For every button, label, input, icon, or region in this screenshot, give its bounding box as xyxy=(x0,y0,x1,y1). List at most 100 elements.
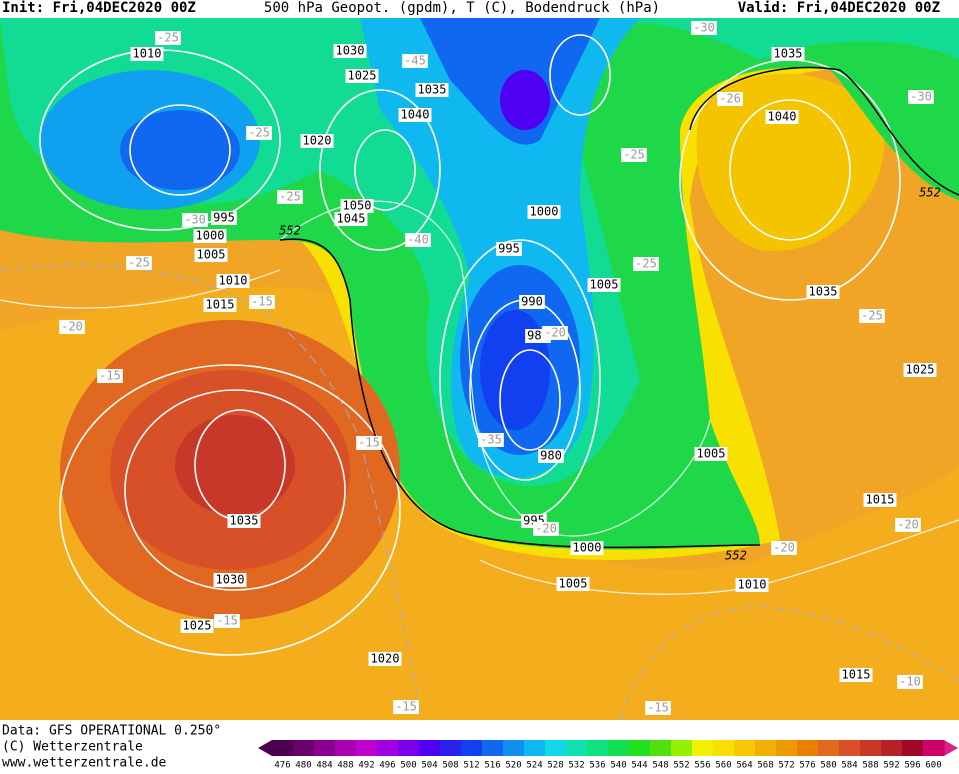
colorbar-label: 500 xyxy=(400,761,416,771)
colorbar-swatch xyxy=(524,740,546,756)
isobar-label-box xyxy=(227,514,261,528)
temperature-label: -20 xyxy=(897,518,919,532)
isobar-label: 1040 xyxy=(401,108,430,122)
temperature-label: -25 xyxy=(861,309,883,323)
temperature-label: -35 xyxy=(480,433,502,447)
colorbar-label: 584 xyxy=(841,761,857,771)
colorbar-label: 508 xyxy=(442,761,458,771)
isobar-label: 1020 xyxy=(371,652,400,666)
isobar-label-box xyxy=(519,295,545,309)
footer: Data: GFS OPERATIONAL 0.250° (C) Wetterz… xyxy=(2,724,221,771)
temperature-label: -25 xyxy=(623,148,645,162)
isobar-label: 1045 xyxy=(337,212,366,226)
isobar-label-box xyxy=(345,69,379,83)
temperature-label-box xyxy=(533,522,559,536)
colorbar-label: 548 xyxy=(652,761,668,771)
isobar-label: 1000 xyxy=(196,229,225,243)
data-source: Data: GFS OPERATIONAL 0.250° xyxy=(2,724,221,739)
isobar-label: 995 xyxy=(498,242,520,256)
isobar-label: 1050 xyxy=(343,199,372,213)
temperature-label: -15 xyxy=(99,369,121,383)
colorbar-label: 524 xyxy=(526,761,542,771)
colorbar-swatch xyxy=(923,740,945,756)
isobar-label-box xyxy=(694,447,728,461)
colorbar-swatch xyxy=(419,740,441,756)
isobar-label: 1035 xyxy=(774,47,803,61)
temperature-label: -30 xyxy=(693,21,715,35)
isobar-label: 1025 xyxy=(348,69,377,83)
colorbar-label: 476 xyxy=(274,761,290,771)
isobar-label-box xyxy=(415,83,449,97)
colorbar-swatch xyxy=(881,740,903,756)
temperature-label: -20 xyxy=(535,522,557,536)
geopotential-label: 552 xyxy=(919,186,941,200)
temperature-label-box xyxy=(277,190,303,204)
colorbar-swatch xyxy=(713,740,735,756)
colorbar-swatch xyxy=(545,740,567,756)
isobar-label-box xyxy=(765,110,799,124)
colorbar-swatch xyxy=(440,740,462,756)
colorbar-swatch xyxy=(692,740,714,756)
temperature-label-box xyxy=(908,90,934,104)
isobar-label: 1035 xyxy=(230,514,259,528)
colorbar-label: 536 xyxy=(589,761,605,771)
colorbar-swatch xyxy=(272,740,294,756)
colorbar-swatch xyxy=(377,740,399,756)
isobar-label: 990 xyxy=(521,295,543,309)
isobar-label-box xyxy=(213,573,247,587)
init-time: Init: Fri,04DEC2020 00Z xyxy=(2,0,196,16)
isobar-label-box xyxy=(527,205,561,219)
isobar-label-box xyxy=(211,211,237,225)
temperature-label-box xyxy=(59,320,85,334)
colorbar-label: 580 xyxy=(820,761,836,771)
isobar-label: 1005 xyxy=(697,447,726,461)
colorbar-label: 492 xyxy=(358,761,374,771)
colorbar-label: 484 xyxy=(316,761,332,771)
temperature-label-box xyxy=(246,126,272,140)
temperature-label-box xyxy=(897,675,923,689)
isobar-label: 1025 xyxy=(906,363,935,377)
isobar-label-box xyxy=(839,668,873,682)
temperature-label-box xyxy=(691,21,717,35)
colorbar-swatch xyxy=(314,740,336,756)
colorbar-min-arrow xyxy=(258,740,272,756)
colorbar-label: 592 xyxy=(883,761,899,771)
colorbar-swatch xyxy=(293,740,315,756)
temperature-label: -20 xyxy=(773,541,795,555)
isobar-label: 1005 xyxy=(590,278,619,292)
isobar-label: 1010 xyxy=(133,47,162,61)
colorbar-swatch xyxy=(482,740,504,756)
temperature-label-box xyxy=(478,433,504,447)
isobar-label-box xyxy=(556,577,590,591)
isobar-label: 1010 xyxy=(738,578,767,592)
temperature-label-box xyxy=(182,213,208,227)
isobar-label-box xyxy=(903,363,937,377)
temperature-label-box xyxy=(214,614,240,628)
colorbar-swatch xyxy=(734,740,756,756)
temperature-label: -40 xyxy=(407,233,429,247)
isobar-label-box xyxy=(193,229,227,243)
colorbar-label: 544 xyxy=(631,761,647,771)
colorbar-label: 540 xyxy=(610,761,626,771)
temperature-label-box xyxy=(393,700,419,714)
temperature-label: -25 xyxy=(279,190,301,204)
colorbar-swatch xyxy=(755,740,777,756)
isobar-label: 1025 xyxy=(183,619,212,633)
colorbar-label: 516 xyxy=(484,761,500,771)
isobar-label: 1000 xyxy=(530,205,559,219)
isobar-label-box xyxy=(538,449,564,463)
colorbar-swatch xyxy=(860,740,882,756)
colorbar-swatch xyxy=(503,740,525,756)
geopotential-label: 552 xyxy=(725,549,747,563)
isobar-label: 1005 xyxy=(197,248,226,262)
colorbar-label: 564 xyxy=(736,761,752,771)
temperature-label-box xyxy=(249,295,275,309)
colorbar-label: 528 xyxy=(547,761,563,771)
temperature-label: -15 xyxy=(358,436,380,450)
isobar-label-box xyxy=(340,199,374,213)
isobar-label-box xyxy=(735,578,769,592)
map-title: 500 hPa Geopot. (gpdm), T (C), Bodendruc… xyxy=(264,0,660,16)
temperature-label-box xyxy=(126,256,152,270)
isobar-label: 1015 xyxy=(206,298,235,312)
